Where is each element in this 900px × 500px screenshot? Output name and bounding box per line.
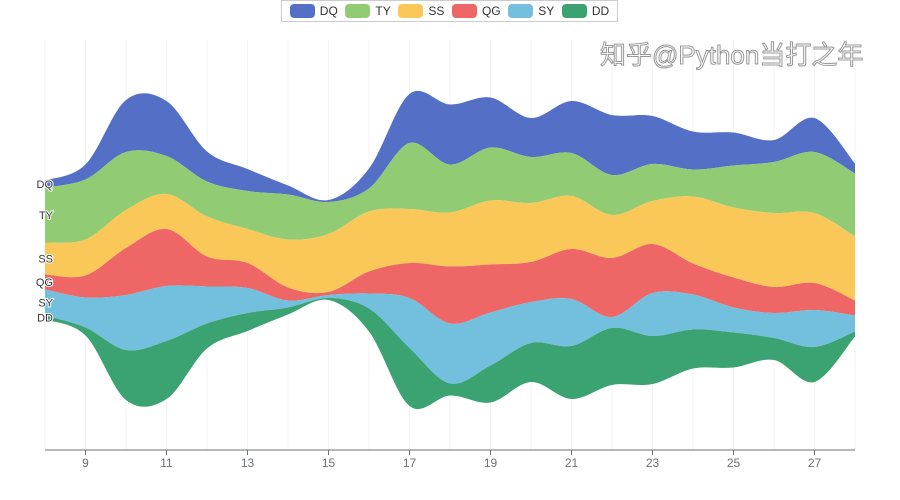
legend-item-sy[interactable]: SY xyxy=(508,4,554,18)
x-tick-label: 23 xyxy=(646,456,660,470)
x-tick-label: 25 xyxy=(727,456,741,470)
x-tick-label: 27 xyxy=(808,456,822,470)
legend-item-qg[interactable]: QG xyxy=(451,4,501,18)
legend: DQ TY SS QG SY DD xyxy=(281,0,618,22)
x-tick-label: 11 xyxy=(160,456,173,470)
layer-label-ss: SS xyxy=(38,254,53,266)
x-tick-label: 17 xyxy=(403,456,417,470)
legend-swatch xyxy=(508,4,534,18)
legend-swatch xyxy=(398,4,424,18)
legend-swatch xyxy=(289,4,315,18)
legend-item-ty[interactable]: TY xyxy=(345,4,391,18)
river-layer-ty xyxy=(45,142,855,243)
legend-item-ss[interactable]: SS xyxy=(398,4,444,18)
x-tick-label: 15 xyxy=(322,456,336,470)
legend-swatch xyxy=(345,4,371,18)
layer-label-dd: DD xyxy=(37,313,53,325)
river-layer-ss xyxy=(45,193,855,301)
layer-label-sy: SY xyxy=(38,298,53,310)
legend-label: SY xyxy=(538,4,555,18)
x-tick-label: 21 xyxy=(565,456,579,470)
legend-label: QG xyxy=(481,4,501,18)
river-layer-dd xyxy=(45,297,855,410)
x-tick-label: 9 xyxy=(82,456,89,470)
legend-label: DQ xyxy=(319,4,338,18)
legend-item-dd[interactable]: DD xyxy=(561,4,610,18)
x-tick-label: 13 xyxy=(241,456,255,470)
legend-swatch xyxy=(561,4,587,18)
legend-swatch xyxy=(451,4,477,18)
x-tick-label: 19 xyxy=(484,456,498,470)
layer-label-ty: TY xyxy=(39,210,54,222)
legend-item-dq[interactable]: DQ xyxy=(289,4,338,18)
legend-label: SS xyxy=(428,4,445,18)
river-layer-sy xyxy=(45,285,855,384)
river-layer-qg xyxy=(45,228,855,324)
river-layer-dq xyxy=(45,90,855,203)
layer-label-dq: DQ xyxy=(37,179,54,191)
legend-label: DD xyxy=(591,4,610,18)
legend-label: TY xyxy=(375,4,391,18)
layer-label-qg: QG xyxy=(36,277,53,289)
